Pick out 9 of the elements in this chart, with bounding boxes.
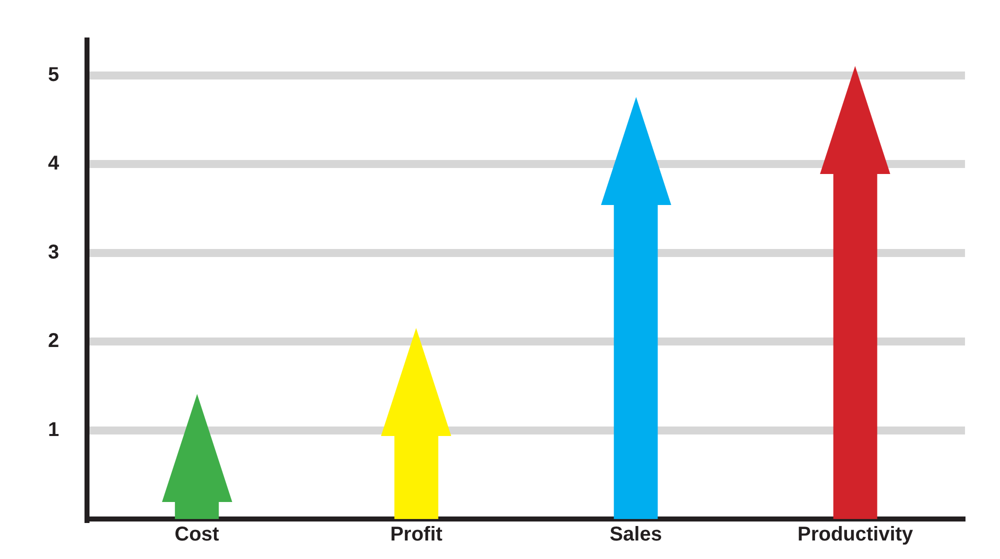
y-tick-label: 3: [48, 241, 60, 264]
x-tick-label: Cost: [174, 524, 220, 546]
y-tick-label: 5: [48, 64, 60, 86]
x-tick-label: Productivity: [797, 524, 914, 546]
y-tick-label: 4: [48, 152, 60, 175]
y-tick-label: 1: [48, 418, 60, 441]
y-tick-label: 2: [48, 330, 60, 352]
x-tick-label: Profit: [390, 524, 443, 546]
x-tick-label: Sales: [610, 524, 662, 546]
